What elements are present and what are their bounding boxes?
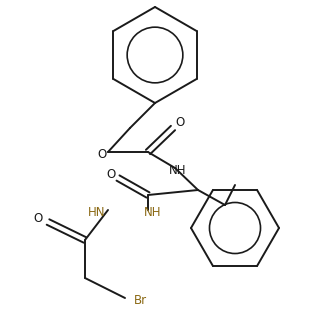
Text: O: O — [97, 148, 107, 161]
Text: O: O — [106, 168, 116, 181]
Text: HN: HN — [88, 206, 106, 220]
Text: Br: Br — [133, 294, 146, 307]
Text: NH: NH — [169, 163, 187, 176]
Text: NH: NH — [144, 206, 162, 220]
Text: O: O — [33, 212, 43, 224]
Text: O: O — [175, 116, 185, 129]
